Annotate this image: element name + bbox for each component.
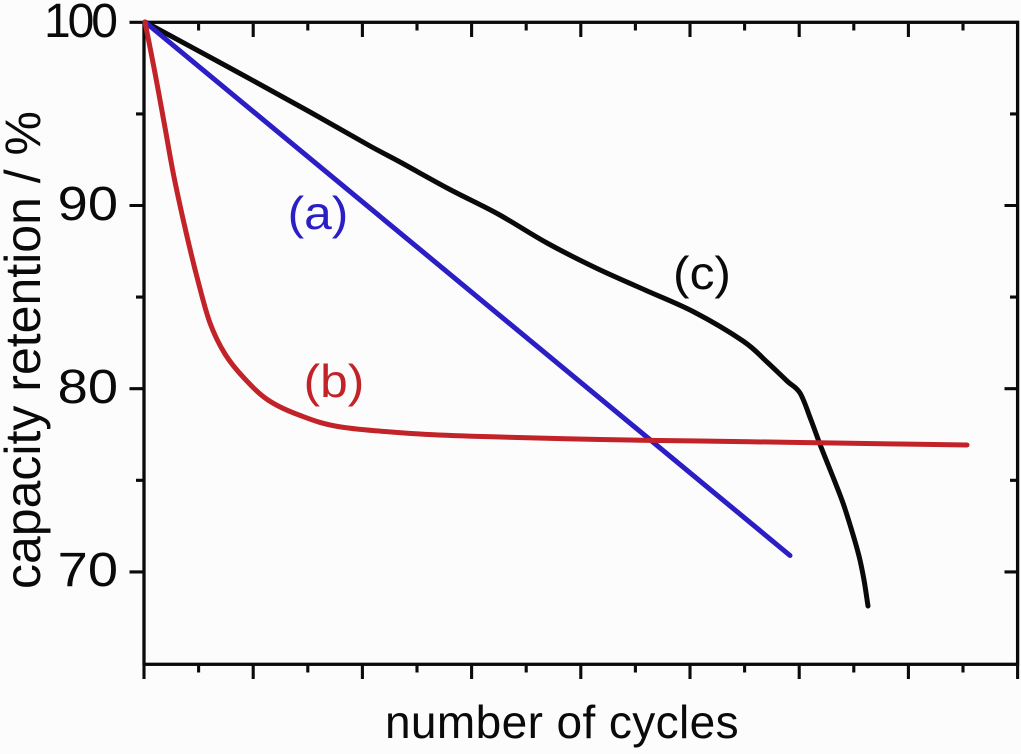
svg-text:100: 100 bbox=[44, 0, 118, 48]
svg-text:(b): (b) bbox=[304, 357, 365, 408]
svg-text:(c): (c) bbox=[673, 249, 731, 300]
svg-text:90: 90 bbox=[58, 177, 118, 230]
svg-text:number of cycles: number of cycles bbox=[385, 696, 739, 748]
svg-text:80: 80 bbox=[58, 360, 118, 413]
svg-text:capacity retention / %: capacity retention / % bbox=[0, 111, 51, 589]
svg-text:70: 70 bbox=[58, 543, 118, 596]
svg-text:(a): (a) bbox=[288, 189, 349, 240]
